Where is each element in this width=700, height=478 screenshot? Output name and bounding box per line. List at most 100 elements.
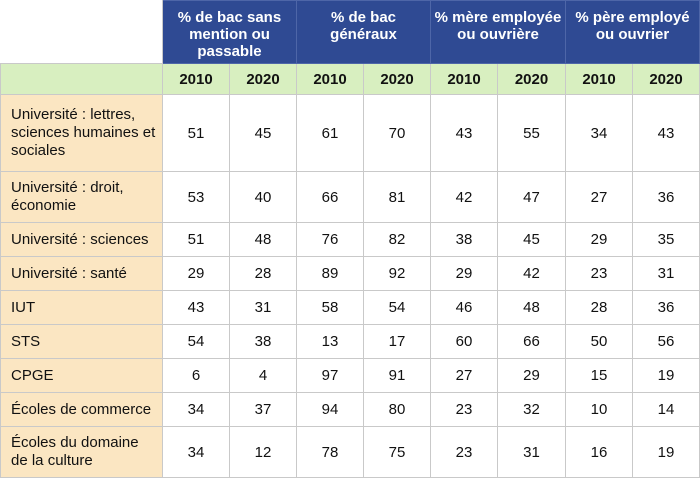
table-cell: 89 [296,256,364,291]
table-cell: 29 [430,256,499,291]
table-cell: 17 [362,324,432,359]
table-cell: 91 [362,358,432,393]
table-cell: 50 [565,324,634,359]
table-row: Écoles de commerce 34 37 94 80 23 32 10 … [0,392,700,427]
table-row: Écoles du domaine de la culture 34 12 78… [0,426,700,478]
year-header: 2020 [229,63,297,95]
table-cell: 40 [229,171,297,223]
table-cell: 23 [430,392,499,427]
table-cell: 81 [362,171,432,223]
year-header: 2020 [632,63,700,95]
group-header: % mère employée ou ouvrière [430,0,567,64]
table-cell: 45 [229,94,297,172]
table-cell: 36 [632,171,700,223]
table-cell: 12 [229,426,297,478]
table-cell: 51 [162,94,230,172]
table-row: CPGE 6 4 97 91 27 29 15 19 [0,358,700,393]
table-cell: 61 [296,94,364,172]
table-cell: 14 [632,392,700,427]
row-label: Écoles de commerce [0,392,163,427]
row-label: Université : droit, économie [0,171,163,223]
table-row: Université : santé 29 28 89 92 29 42 23 … [0,256,700,291]
table-cell: 43 [430,94,499,172]
table-cell: 38 [430,222,499,257]
year-header: 2010 [430,63,499,95]
table-cell: 97 [296,358,364,393]
table-cell: 19 [632,426,700,478]
table-cell: 51 [162,222,230,257]
row-label: IUT [0,290,163,325]
table-cell: 60 [430,324,499,359]
table-cell: 16 [565,426,634,478]
table-cell: 75 [362,426,432,478]
table-cell: 42 [430,171,499,223]
table-cell: 6 [162,358,230,393]
year-header-row: 2010 2020 2010 2020 2010 2020 2010 2020 [0,63,700,95]
table-cell: 45 [497,222,567,257]
table-cell: 48 [497,290,567,325]
year-header: 2020 [497,63,567,95]
table-cell: 29 [497,358,567,393]
table-cell: 94 [296,392,364,427]
table-cell: 37 [229,392,297,427]
table-row: Université : sciences 51 48 76 82 38 45 … [0,222,700,257]
table-cell: 38 [229,324,297,359]
table-cell: 34 [162,426,230,478]
group-header: % de bac sans mention ou passable [162,0,297,64]
year-row-corner [0,63,163,95]
table-cell: 43 [162,290,230,325]
table-cell: 36 [632,290,700,325]
group-header: % de bac généraux [295,0,432,64]
table-cell: 80 [362,392,432,427]
table-cell: 47 [497,171,567,223]
table-row: STS 54 38 13 17 60 66 50 56 [0,324,700,359]
table-cell: 28 [229,256,297,291]
table-cell: 55 [497,94,567,172]
year-header: 2010 [162,63,230,95]
table-row: Université : lettres, sciences humaines … [0,94,700,172]
row-label: Université : lettres, sciences humaines … [0,94,163,172]
table-cell: 31 [229,290,297,325]
table-row: IUT 43 31 58 54 46 48 28 36 [0,290,700,325]
table-cell: 13 [296,324,364,359]
table-cell: 29 [565,222,634,257]
table-cell: 82 [362,222,432,257]
row-label: Université : santé [0,256,163,291]
table-cell: 35 [632,222,700,257]
table-cell: 70 [362,94,432,172]
table-cell: 54 [162,324,230,359]
table-cell: 46 [430,290,499,325]
table-cell: 54 [362,290,432,325]
table-cell: 23 [565,256,634,291]
table-cell: 27 [565,171,634,223]
table-cell: 76 [296,222,364,257]
table-cell: 66 [497,324,567,359]
table-cell: 4 [229,358,297,393]
table-cell: 23 [430,426,499,478]
table-cell: 53 [162,171,230,223]
row-label: CPGE [0,358,163,393]
year-header: 2010 [565,63,634,95]
table-cell: 34 [565,94,634,172]
table-cell: 42 [497,256,567,291]
header-corner [0,0,163,64]
table-cell: 19 [632,358,700,393]
group-header-row: % de bac sans mention ou passable % de b… [0,0,700,64]
table-cell: 32 [497,392,567,427]
year-header: 2010 [296,63,364,95]
table-cell: 29 [162,256,230,291]
table-cell: 10 [565,392,634,427]
table-cell: 58 [296,290,364,325]
year-header: 2020 [362,63,432,95]
table-cell: 92 [362,256,432,291]
table-cell: 28 [565,290,634,325]
table-row: Université : droit, économie 53 40 66 81… [0,171,700,223]
table-cell: 27 [430,358,499,393]
row-label: STS [0,324,163,359]
table-cell: 31 [632,256,700,291]
table-cell: 56 [632,324,700,359]
row-label: Université : sciences [0,222,163,257]
table-cell: 78 [296,426,364,478]
table-cell: 66 [296,171,364,223]
